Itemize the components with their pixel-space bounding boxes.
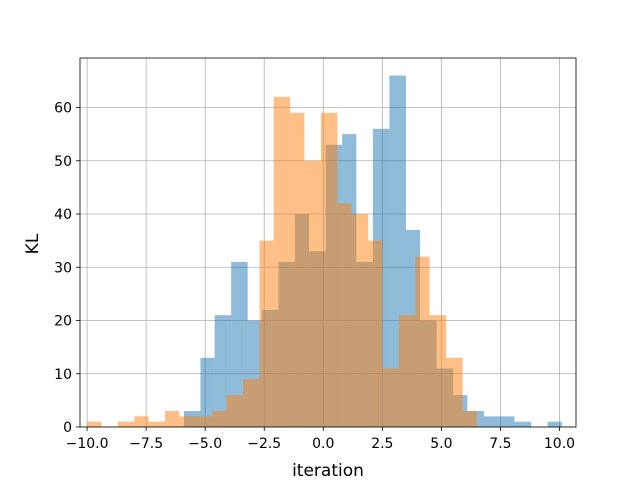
histogram-bar	[200, 357, 215, 427]
histogram-bar	[320, 112, 338, 428]
histogram-bar	[179, 416, 196, 427]
histogram-bar	[483, 416, 501, 427]
histogram-bar	[134, 416, 149, 427]
y-tick-label: 0	[63, 420, 72, 436]
histogram-bars	[87, 75, 562, 428]
histogram-bar	[368, 240, 383, 427]
histogram-bar	[259, 240, 274, 427]
y-axis-ticks: 0 10 20 30 40 50 60	[54, 101, 80, 436]
histogram-bar	[117, 421, 135, 427]
x-tick-label: 2.5	[371, 436, 393, 452]
histogram-bar	[415, 256, 430, 427]
histogram-bar	[212, 411, 227, 427]
histogram-bar	[226, 395, 243, 427]
histogram-bar	[429, 315, 447, 427]
x-tick-label: 5.0	[430, 436, 452, 452]
histogram-bar	[337, 203, 352, 427]
y-tick-label: 10	[54, 367, 72, 383]
histogram-bar	[351, 214, 369, 427]
histogram-bar	[304, 160, 321, 427]
histogram-bar	[547, 421, 562, 427]
x-tick-label: 10.0	[544, 436, 575, 452]
histogram-bar	[148, 421, 166, 427]
x-tick-label: 0.0	[312, 436, 334, 452]
histogram-bar	[242, 379, 260, 427]
x-tick-label: 7.5	[489, 436, 511, 452]
y-tick-label: 20	[54, 314, 72, 330]
plot-area-frame	[79, 57, 577, 428]
histogram-bar	[462, 411, 477, 427]
histogram-bar	[500, 416, 515, 427]
histogram-bar	[290, 112, 305, 428]
x-axis-ticks: −10.0 −7.5 −5.0 −2.5 0.0 2.5 5.0 7.5 10.0	[66, 427, 575, 452]
histogram-bar	[446, 357, 463, 427]
histogram-bar	[382, 368, 399, 427]
x-axis-label: iteration	[292, 461, 364, 480]
histogram-bar	[165, 411, 180, 427]
histogram-bar	[87, 421, 102, 427]
x-tick-label: −7.5	[129, 436, 163, 452]
y-tick-label: 60	[54, 101, 72, 117]
y-axis-label: KL	[23, 233, 43, 254]
y-tick-label: 30	[54, 260, 72, 276]
x-tick-label: −2.5	[247, 436, 281, 452]
x-tick-label: −10.0	[66, 436, 109, 452]
histogram-bar	[398, 315, 416, 427]
histogram-bar	[273, 96, 291, 428]
y-tick-label: 40	[54, 207, 72, 223]
histogram-bar	[195, 416, 213, 427]
x-tick-label: −5.0	[188, 436, 222, 452]
histogram-bar	[514, 421, 532, 427]
y-tick-label: 50	[54, 154, 72, 170]
histogram-series-2	[87, 96, 477, 428]
